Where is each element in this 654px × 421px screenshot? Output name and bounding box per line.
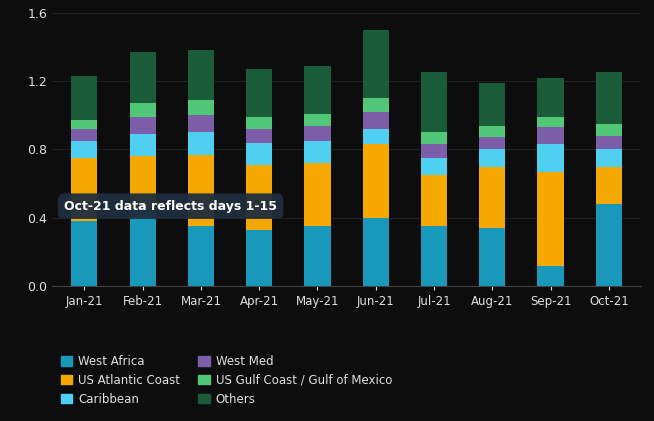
Bar <box>188 50 214 100</box>
Legend: West Africa, US Atlantic Coast, Caribbean, West Med, US Gulf Coast / Gulf of Mex: West Africa, US Atlantic Coast, Caribbea… <box>58 352 394 408</box>
Bar <box>596 136 622 149</box>
Bar <box>246 230 272 286</box>
Bar <box>304 114 330 125</box>
Bar <box>538 266 564 286</box>
Bar <box>188 100 214 115</box>
Bar <box>479 83 506 125</box>
Bar <box>479 125 506 138</box>
Bar <box>421 132 447 144</box>
Bar <box>129 134 156 156</box>
Bar <box>304 125 330 141</box>
Bar <box>246 117 272 129</box>
Bar <box>71 120 97 129</box>
Bar <box>129 156 156 208</box>
Bar <box>363 218 389 286</box>
Bar <box>363 30 389 98</box>
Bar <box>596 204 622 286</box>
Bar <box>246 129 272 143</box>
Bar <box>246 69 272 117</box>
Bar <box>188 155 214 226</box>
Bar <box>71 221 97 286</box>
Bar <box>304 226 330 286</box>
Bar <box>596 167 622 204</box>
Bar <box>363 112 389 129</box>
Bar <box>421 158 447 175</box>
Bar <box>479 138 506 149</box>
Bar <box>188 132 214 155</box>
Bar <box>421 144 447 158</box>
Bar <box>538 117 564 127</box>
Bar <box>304 141 330 163</box>
Bar <box>479 167 506 228</box>
Bar <box>538 127 564 144</box>
Bar <box>538 144 564 172</box>
Bar <box>538 172 564 266</box>
Bar <box>129 117 156 134</box>
Bar <box>421 175 447 226</box>
Bar <box>188 115 214 132</box>
Bar <box>71 158 97 221</box>
Bar <box>71 141 97 158</box>
Text: Oct-21 data reflects days 1-15: Oct-21 data reflects days 1-15 <box>64 200 277 213</box>
Bar <box>363 98 389 112</box>
Bar <box>71 129 97 141</box>
Bar <box>363 144 389 218</box>
Bar <box>129 208 156 286</box>
Bar <box>304 163 330 226</box>
Bar <box>129 103 156 117</box>
Bar <box>596 72 622 124</box>
Bar <box>479 149 506 167</box>
Bar <box>129 52 156 103</box>
Bar <box>304 66 330 114</box>
Bar <box>596 149 622 167</box>
Bar <box>363 129 389 144</box>
Bar <box>71 76 97 120</box>
Bar <box>421 72 447 132</box>
Bar <box>538 77 564 117</box>
Bar <box>246 143 272 165</box>
Bar <box>479 228 506 286</box>
Bar <box>246 165 272 230</box>
Bar <box>596 124 622 136</box>
Bar <box>421 226 447 286</box>
Bar <box>188 226 214 286</box>
